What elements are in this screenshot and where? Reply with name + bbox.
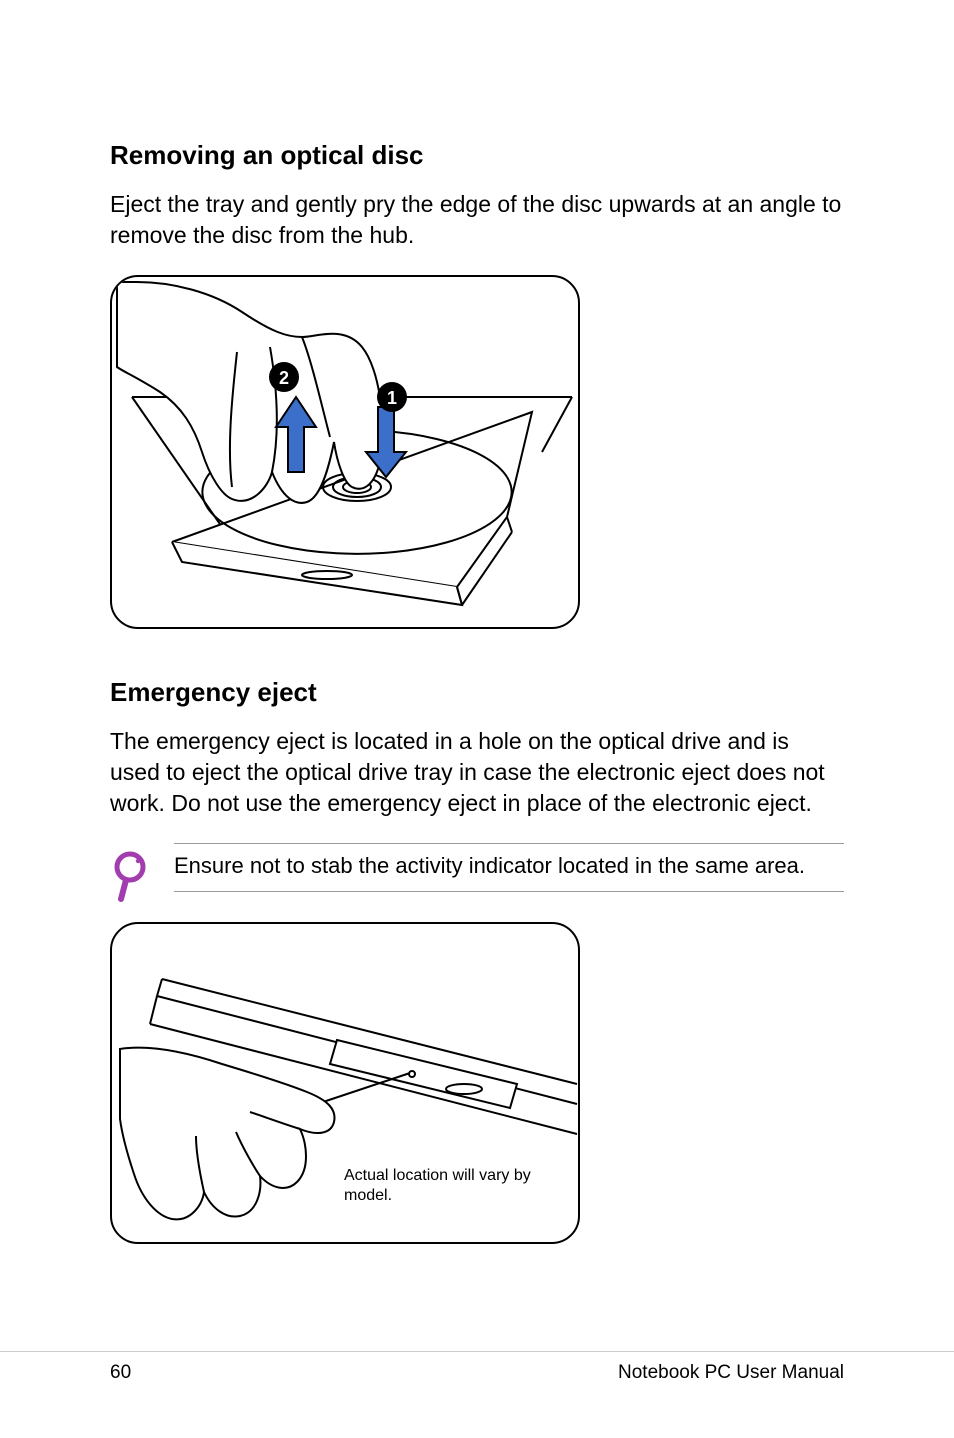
svg-text:1: 1 <box>387 388 397 408</box>
heading-emergency-eject: Emergency eject <box>110 677 844 708</box>
step-label-2: 2 <box>269 362 299 392</box>
magnifier-icon <box>110 843 154 912</box>
illustration-disc-removal: 1 2 <box>112 277 580 629</box>
manual-title: Notebook PC User Manual <box>618 1362 844 1384</box>
note-block: Ensure not to stab the activity indicato… <box>110 843 844 912</box>
note-text-container: Ensure not to stab the activity indicato… <box>174 843 844 892</box>
figure2-caption: Actual location will vary by model. <box>344 1166 534 1206</box>
body-removing-disc: Eject the tray and gently pry the edge o… <box>110 189 844 251</box>
step-label-1: 1 <box>377 382 407 412</box>
heading-removing-disc: Removing an optical disc <box>110 140 844 171</box>
figure-emergency-eject: Actual location will vary by model. <box>110 922 580 1244</box>
page-content: Removing an optical disc Eject the tray … <box>0 0 954 1244</box>
svg-text:2: 2 <box>279 368 289 388</box>
page-footer: 60 Notebook PC User Manual <box>0 1351 954 1384</box>
note-text: Ensure not to stab the activity indicato… <box>174 852 844 881</box>
body-emergency-eject: The emergency eject is located in a hole… <box>110 726 844 819</box>
page-number: 60 <box>110 1362 131 1384</box>
figure-removing-disc: 1 2 <box>110 275 580 629</box>
